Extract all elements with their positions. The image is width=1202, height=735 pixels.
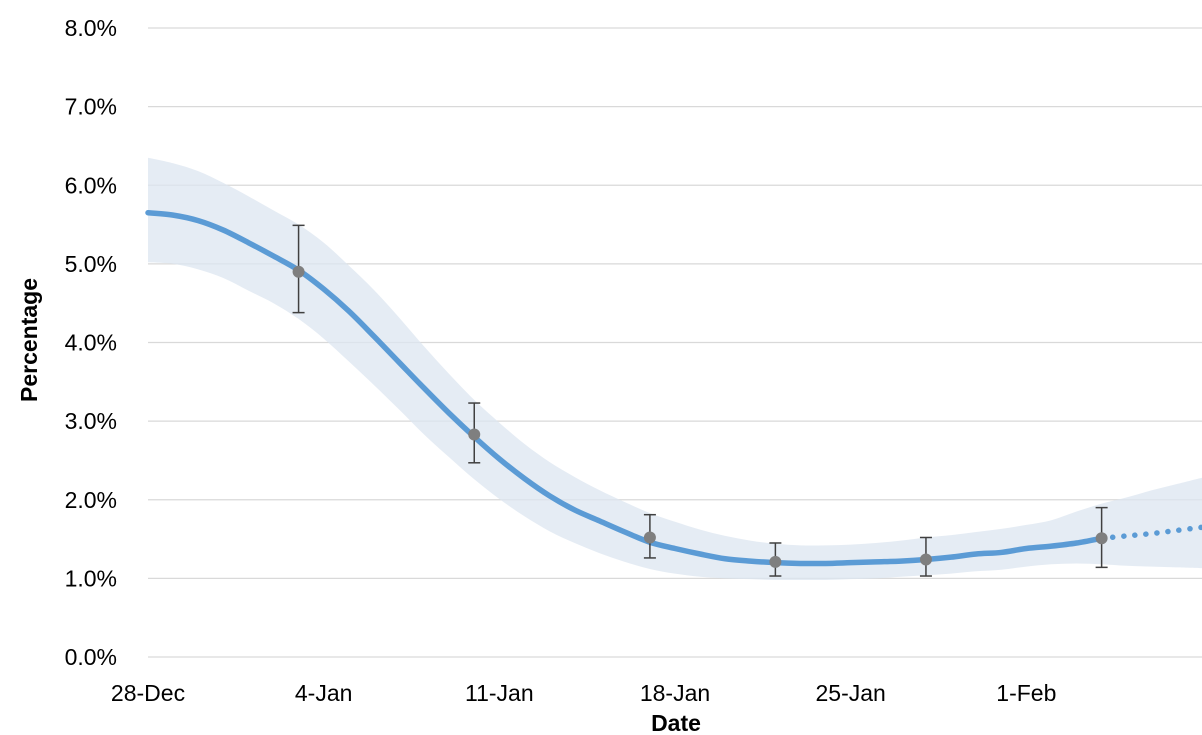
x-tick-label: 4-Jan bbox=[295, 680, 353, 706]
x-axis-tick-labels: 28-Dec 4-Jan 11-Jan 18-Jan 25-Jan 1-Feb bbox=[111, 680, 1056, 706]
data-point bbox=[919, 553, 932, 566]
y-axis-title: Percentage bbox=[16, 278, 42, 402]
y-tick-label: 3.0% bbox=[65, 408, 117, 434]
series-lines bbox=[145, 210, 1202, 567]
y-tick-label: 5.0% bbox=[65, 251, 117, 277]
y-tick-label: 7.0% bbox=[65, 94, 117, 120]
data-point bbox=[292, 265, 305, 278]
data-point bbox=[769, 555, 782, 568]
x-tick-label: 28-Dec bbox=[111, 680, 185, 706]
y-tick-label: 1.0% bbox=[65, 565, 117, 591]
y-tick-label: 6.0% bbox=[65, 172, 117, 198]
y-tick-label: 2.0% bbox=[65, 487, 117, 513]
data-point bbox=[643, 531, 656, 544]
x-tick-label: 1-Feb bbox=[996, 680, 1056, 706]
data-points bbox=[292, 224, 1108, 577]
confidence-band bbox=[148, 157, 1202, 581]
y-axis-tick-labels: 0.0% 1.0% 2.0% 3.0% 4.0% 5.0% 6.0% 7.0% 8.0% bbox=[65, 15, 117, 670]
y-tick-label: 0.0% bbox=[65, 644, 117, 670]
confidence-band-area bbox=[148, 157, 1202, 581]
x-tick-label: 11-Jan bbox=[465, 680, 534, 706]
y-tick-label: 8.0% bbox=[65, 15, 117, 41]
x-axis-title: Date bbox=[651, 710, 701, 735]
x-tick-label: 18-Jan bbox=[640, 680, 710, 706]
series-line bbox=[145, 210, 1105, 567]
data-point bbox=[1095, 532, 1108, 545]
y-tick-label: 4.0% bbox=[65, 330, 117, 356]
x-tick-label: 25-Jan bbox=[816, 680, 886, 706]
data-point bbox=[468, 428, 481, 441]
